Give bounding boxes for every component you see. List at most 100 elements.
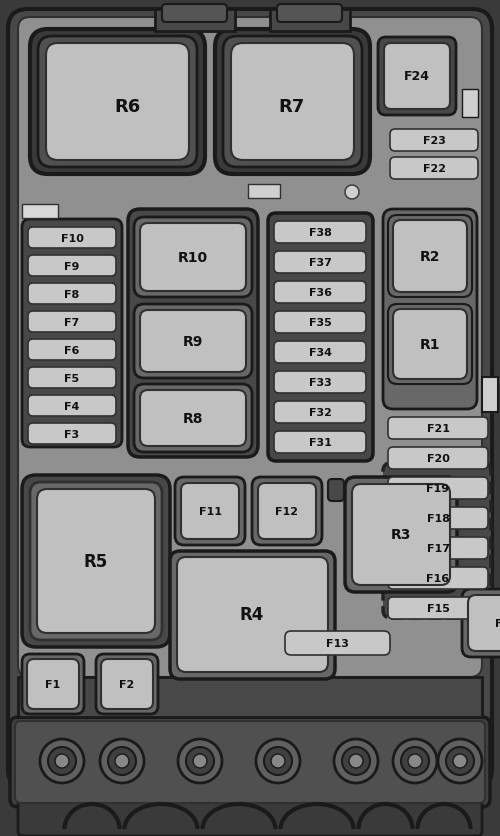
FancyBboxPatch shape bbox=[390, 158, 478, 180]
Text: F31: F31 bbox=[308, 437, 332, 447]
Circle shape bbox=[271, 754, 285, 768]
Text: R6: R6 bbox=[114, 98, 140, 116]
Circle shape bbox=[100, 739, 144, 783]
Text: F8: F8 bbox=[64, 289, 80, 299]
Circle shape bbox=[186, 747, 214, 775]
Text: R7: R7 bbox=[279, 98, 305, 116]
Circle shape bbox=[264, 747, 292, 775]
FancyBboxPatch shape bbox=[223, 37, 362, 168]
Text: F17: F17 bbox=[426, 543, 450, 553]
FancyBboxPatch shape bbox=[8, 10, 492, 789]
FancyBboxPatch shape bbox=[258, 483, 316, 539]
Text: F38: F38 bbox=[308, 227, 332, 237]
FancyBboxPatch shape bbox=[268, 214, 373, 461]
FancyBboxPatch shape bbox=[177, 558, 328, 672]
FancyBboxPatch shape bbox=[388, 417, 488, 440]
Text: F2: F2 bbox=[120, 679, 134, 689]
Text: F34: F34 bbox=[308, 348, 332, 358]
FancyBboxPatch shape bbox=[462, 589, 500, 657]
FancyBboxPatch shape bbox=[28, 395, 116, 416]
FancyBboxPatch shape bbox=[328, 479, 344, 502]
Text: F35: F35 bbox=[308, 318, 332, 328]
Bar bbox=[22, 205, 58, 219]
Circle shape bbox=[108, 747, 136, 775]
Text: F37: F37 bbox=[308, 257, 332, 268]
FancyBboxPatch shape bbox=[30, 482, 162, 640]
Text: F36: F36 bbox=[308, 288, 332, 298]
Text: R8: R8 bbox=[183, 411, 204, 426]
FancyBboxPatch shape bbox=[274, 371, 366, 394]
Text: F7: F7 bbox=[64, 317, 80, 327]
Text: F16: F16 bbox=[426, 573, 450, 584]
Circle shape bbox=[55, 754, 69, 768]
Circle shape bbox=[453, 754, 467, 768]
FancyBboxPatch shape bbox=[134, 304, 252, 379]
Bar bbox=[270, 10, 350, 32]
Circle shape bbox=[349, 754, 363, 768]
FancyBboxPatch shape bbox=[28, 283, 116, 304]
FancyBboxPatch shape bbox=[181, 483, 239, 539]
FancyBboxPatch shape bbox=[28, 339, 116, 360]
Text: F1: F1 bbox=[46, 679, 60, 689]
Text: F24: F24 bbox=[404, 70, 430, 84]
FancyBboxPatch shape bbox=[384, 44, 450, 110]
Circle shape bbox=[446, 747, 474, 775]
FancyBboxPatch shape bbox=[274, 401, 366, 424]
Circle shape bbox=[334, 739, 378, 783]
Text: F19: F19 bbox=[426, 483, 450, 493]
FancyBboxPatch shape bbox=[388, 538, 488, 559]
FancyBboxPatch shape bbox=[274, 312, 366, 334]
Text: F6: F6 bbox=[64, 345, 80, 355]
FancyBboxPatch shape bbox=[274, 222, 366, 244]
FancyBboxPatch shape bbox=[170, 551, 335, 679]
Text: R5: R5 bbox=[84, 553, 108, 570]
FancyBboxPatch shape bbox=[38, 37, 197, 168]
FancyBboxPatch shape bbox=[231, 44, 354, 161]
Bar bbox=[155, 10, 235, 32]
FancyBboxPatch shape bbox=[468, 595, 500, 651]
Text: F4: F4 bbox=[64, 401, 80, 411]
FancyBboxPatch shape bbox=[378, 38, 456, 116]
Circle shape bbox=[40, 739, 84, 783]
Circle shape bbox=[393, 739, 437, 783]
Circle shape bbox=[178, 739, 222, 783]
Text: F23: F23 bbox=[422, 135, 446, 145]
FancyBboxPatch shape bbox=[18, 794, 482, 836]
Text: F33: F33 bbox=[308, 378, 332, 388]
FancyBboxPatch shape bbox=[274, 342, 366, 364]
Text: F18: F18 bbox=[426, 513, 450, 523]
FancyBboxPatch shape bbox=[28, 227, 116, 248]
FancyBboxPatch shape bbox=[352, 484, 450, 585]
Text: F32: F32 bbox=[308, 407, 332, 417]
Circle shape bbox=[256, 739, 300, 783]
FancyBboxPatch shape bbox=[28, 424, 116, 445]
Circle shape bbox=[48, 747, 76, 775]
Text: R3: R3 bbox=[391, 528, 411, 542]
Text: F10: F10 bbox=[60, 233, 84, 243]
FancyBboxPatch shape bbox=[18, 18, 482, 677]
FancyBboxPatch shape bbox=[140, 311, 246, 373]
FancyBboxPatch shape bbox=[388, 477, 488, 499]
FancyBboxPatch shape bbox=[252, 477, 322, 545]
Circle shape bbox=[408, 754, 422, 768]
FancyBboxPatch shape bbox=[215, 30, 370, 175]
Text: F5: F5 bbox=[64, 373, 80, 383]
Text: R4: R4 bbox=[240, 605, 264, 624]
Bar bbox=[18, 677, 482, 717]
Circle shape bbox=[115, 754, 129, 768]
Circle shape bbox=[193, 754, 207, 768]
Text: F11: F11 bbox=[198, 507, 222, 517]
FancyBboxPatch shape bbox=[28, 256, 116, 277]
FancyBboxPatch shape bbox=[27, 660, 79, 709]
FancyBboxPatch shape bbox=[37, 489, 155, 633]
FancyBboxPatch shape bbox=[15, 721, 485, 803]
FancyBboxPatch shape bbox=[101, 660, 153, 709]
FancyBboxPatch shape bbox=[22, 655, 84, 714]
Text: F9: F9 bbox=[64, 261, 80, 271]
FancyBboxPatch shape bbox=[274, 282, 366, 303]
FancyBboxPatch shape bbox=[128, 210, 258, 457]
FancyBboxPatch shape bbox=[277, 5, 342, 23]
FancyBboxPatch shape bbox=[30, 30, 205, 175]
FancyBboxPatch shape bbox=[388, 216, 472, 298]
FancyBboxPatch shape bbox=[28, 368, 116, 389]
